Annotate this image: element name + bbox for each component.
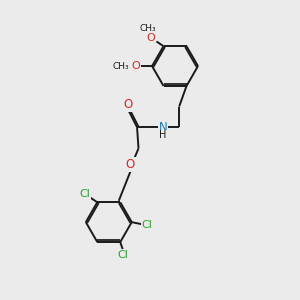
Text: O: O xyxy=(124,98,133,111)
Text: CH₃: CH₃ xyxy=(139,24,156,33)
Text: O: O xyxy=(126,158,135,171)
Text: N: N xyxy=(159,121,167,134)
Text: CH₃: CH₃ xyxy=(112,61,129,70)
Text: O: O xyxy=(131,61,140,71)
Text: Cl: Cl xyxy=(80,189,90,199)
Text: H: H xyxy=(159,130,167,140)
Text: Cl: Cl xyxy=(142,220,152,230)
Text: Cl: Cl xyxy=(118,250,129,260)
Text: O: O xyxy=(147,33,156,43)
